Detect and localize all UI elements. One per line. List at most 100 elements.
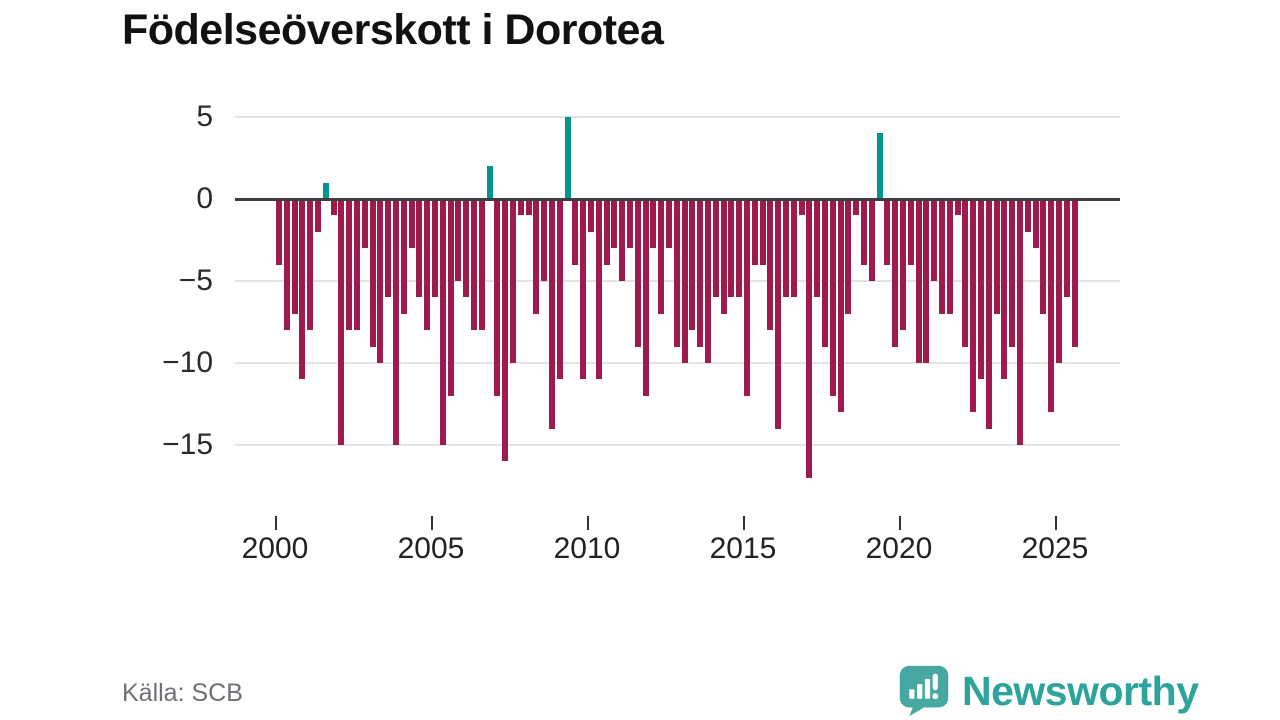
bar	[494, 199, 501, 396]
bar	[369, 199, 376, 347]
bar	[1055, 199, 1062, 363]
bar	[915, 199, 922, 363]
bar	[525, 199, 532, 216]
bar	[853, 199, 860, 216]
x-tick-label: 2005	[397, 532, 465, 565]
bar	[486, 166, 493, 199]
bar	[564, 117, 571, 199]
bar	[681, 199, 688, 363]
bar	[650, 199, 657, 249]
gridline	[235, 444, 1120, 446]
bar	[502, 199, 509, 462]
bar	[611, 199, 618, 249]
y-tick-label: −15	[162, 428, 213, 461]
bar	[291, 199, 298, 314]
bar	[634, 199, 641, 347]
x-tick-mark	[275, 516, 277, 530]
bar	[595, 199, 602, 380]
y-tick-label: −10	[162, 346, 213, 379]
bar	[665, 199, 672, 249]
bar	[931, 199, 938, 281]
bar	[697, 199, 704, 347]
bar	[1040, 199, 1047, 314]
bar	[1024, 199, 1031, 232]
bar	[626, 199, 633, 249]
bar	[346, 199, 353, 331]
bar	[993, 199, 1000, 314]
bar	[400, 199, 407, 314]
bar	[642, 199, 649, 396]
x-tick-label: 2015	[709, 532, 777, 565]
bar	[759, 199, 766, 265]
bar	[447, 199, 454, 396]
bar	[790, 199, 797, 298]
bar	[533, 199, 540, 314]
bar	[845, 199, 852, 314]
bar	[876, 133, 883, 199]
bar	[868, 199, 875, 281]
bar	[962, 199, 969, 347]
bar	[361, 199, 368, 249]
zero-gridline	[235, 197, 1120, 201]
bar	[408, 199, 415, 249]
bar	[736, 199, 743, 298]
bar	[892, 199, 899, 347]
bar	[517, 199, 524, 216]
y-tick-label: 0	[196, 182, 213, 215]
bar	[704, 199, 711, 363]
bar	[837, 199, 844, 413]
bar	[814, 199, 821, 298]
bar	[775, 199, 782, 429]
bar	[478, 199, 485, 331]
bar	[330, 199, 337, 216]
bar	[439, 199, 446, 445]
bar	[970, 199, 977, 413]
bar	[338, 199, 345, 445]
bar	[619, 199, 626, 281]
bar	[899, 199, 906, 331]
bar	[392, 199, 399, 445]
bar	[283, 199, 290, 331]
bar	[806, 199, 813, 478]
bar	[1009, 199, 1016, 347]
bar	[580, 199, 587, 380]
bar	[860, 199, 867, 265]
bar	[322, 182, 329, 199]
newsworthy-logo[interactable]: Newsworthy	[898, 664, 1199, 718]
x-tick-label: 2020	[865, 532, 933, 565]
bar	[275, 199, 282, 265]
bar	[751, 199, 758, 265]
bar	[1001, 199, 1008, 380]
bar	[689, 199, 696, 331]
bar	[821, 199, 828, 347]
bar	[782, 199, 789, 298]
bar	[548, 199, 555, 429]
bar	[907, 199, 914, 265]
bar	[720, 199, 727, 314]
bar	[954, 199, 961, 216]
bar	[541, 199, 548, 281]
chart-title: Födelseöverskott i Dorotea	[122, 6, 664, 54]
bar	[977, 199, 984, 380]
bar	[946, 199, 953, 314]
bar	[470, 199, 477, 331]
bar	[556, 199, 563, 380]
x-tick-label: 2025	[1021, 532, 1089, 565]
newsworthy-logo-text: Newsworthy	[962, 667, 1199, 714]
bar	[767, 199, 774, 331]
bar	[587, 199, 594, 232]
bar	[431, 199, 438, 298]
bar	[829, 199, 836, 396]
bar	[572, 199, 579, 265]
bar	[1048, 199, 1055, 413]
x-tick-mark	[899, 516, 901, 530]
bar	[1063, 199, 1070, 298]
bar	[463, 199, 470, 298]
source-caption: Källa: SCB	[122, 679, 243, 707]
bar	[884, 199, 891, 265]
bar	[658, 199, 665, 314]
x-tick-label: 2010	[553, 532, 621, 565]
y-tick-label: 5	[196, 100, 213, 133]
bar	[307, 199, 314, 331]
